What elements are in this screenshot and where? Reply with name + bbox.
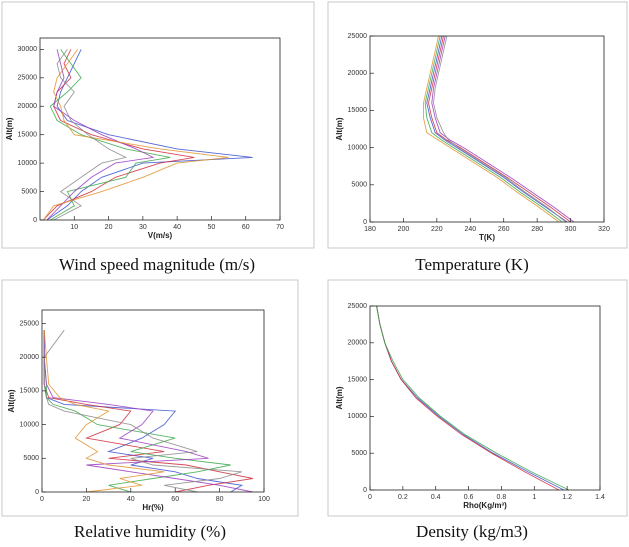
x-tick-label: 200 bbox=[398, 226, 410, 233]
x-tick-label: 60 bbox=[242, 224, 250, 231]
x-axis-label: Hr(%) bbox=[142, 503, 164, 512]
y-axis-label: Alt(m) bbox=[335, 386, 344, 409]
x-tick-label: 20 bbox=[83, 496, 91, 503]
y-tick-label: 5000 bbox=[351, 182, 367, 189]
panel-frame bbox=[327, 1, 628, 249]
caption: Temperature (K) bbox=[415, 255, 529, 274]
profile-line bbox=[431, 35, 575, 223]
x-tick-label: 240 bbox=[464, 226, 476, 233]
y-tick-label: 0 bbox=[33, 217, 37, 224]
y-tick-label: 0 bbox=[363, 487, 367, 494]
x-tick-label: 0 bbox=[368, 494, 372, 501]
y-tick-label: 5000 bbox=[23, 455, 39, 462]
panel-frame bbox=[327, 279, 628, 517]
profile-line bbox=[376, 305, 560, 491]
x-tick-label: 1 bbox=[532, 494, 536, 501]
y-tick-label: 10000 bbox=[20, 421, 40, 428]
x-tick-label: 220 bbox=[431, 226, 443, 233]
y-tick-label: 10000 bbox=[348, 413, 368, 420]
x-axis-label: T(K) bbox=[479, 233, 495, 242]
profile-line bbox=[43, 330, 253, 493]
x-tick-label: 300 bbox=[565, 226, 577, 233]
profile-line bbox=[376, 305, 569, 491]
y-tick-label: 25000 bbox=[18, 75, 38, 82]
profile-line bbox=[424, 35, 563, 223]
x-axis-label: Rho(Kg/m³) bbox=[463, 501, 507, 510]
x-tick-label: 0.8 bbox=[497, 494, 507, 501]
panel-frame bbox=[1, 1, 315, 249]
plot-frame bbox=[369, 35, 605, 223]
x-tick-label: 70 bbox=[276, 224, 284, 231]
y-tick-label: 5000 bbox=[351, 450, 367, 457]
y-tick-label: 25000 bbox=[348, 33, 368, 40]
x-tick-label: 100 bbox=[258, 496, 270, 503]
y-axis-label: Alt(m) bbox=[7, 389, 16, 412]
x-tick-label: 180 bbox=[364, 226, 376, 233]
y-tick-label: 25000 bbox=[20, 320, 40, 327]
profile-line bbox=[46, 49, 253, 221]
x-tick-label: 60 bbox=[171, 496, 179, 503]
profile-line bbox=[376, 305, 565, 491]
y-tick-label: 20000 bbox=[348, 70, 368, 77]
profile-line bbox=[428, 35, 571, 223]
profile-line bbox=[43, 49, 195, 221]
y-tick-label: 15000 bbox=[348, 107, 368, 114]
x-tick-label: 0 bbox=[40, 496, 44, 503]
x-tick-label: 0.4 bbox=[431, 494, 441, 501]
y-tick-label: 10000 bbox=[348, 144, 368, 151]
profile-line bbox=[433, 35, 566, 223]
profile-line bbox=[43, 330, 253, 493]
caption: Density (kg/m3) bbox=[416, 522, 528, 541]
profile-line bbox=[43, 330, 231, 493]
caption: Wind speed magnitude (m/s) bbox=[59, 255, 255, 274]
y-tick-label: 20000 bbox=[348, 340, 368, 347]
y-tick-label: 15000 bbox=[348, 376, 368, 383]
x-tick-label: 40 bbox=[127, 496, 135, 503]
y-tick-label: 30000 bbox=[18, 46, 38, 53]
x-tick-label: 0.2 bbox=[398, 494, 408, 501]
profile-line bbox=[43, 49, 229, 221]
y-tick-label: 10000 bbox=[18, 160, 38, 167]
profile-line bbox=[46, 49, 155, 221]
y-tick-label: 0 bbox=[363, 219, 367, 226]
x-tick-label: 20 bbox=[105, 224, 113, 231]
plot-frame bbox=[41, 309, 265, 493]
plot-frame bbox=[39, 37, 281, 221]
x-tick-label: 320 bbox=[598, 226, 610, 233]
profile-line bbox=[426, 35, 568, 223]
y-tick-label: 25000 bbox=[348, 303, 368, 310]
y-tick-label: 20000 bbox=[18, 103, 38, 110]
caption: Relative humidity (%) bbox=[74, 522, 226, 541]
x-tick-label: 30 bbox=[139, 224, 147, 231]
y-axis-label: Alt(m) bbox=[335, 117, 344, 140]
profile-line bbox=[43, 330, 165, 493]
x-axis-label: V(m/s) bbox=[148, 231, 173, 240]
x-tick-label: 1.4 bbox=[595, 494, 605, 501]
x-tick-label: 40 bbox=[173, 224, 181, 231]
y-tick-label: 15000 bbox=[20, 388, 40, 395]
panel-frame bbox=[1, 279, 299, 517]
y-tick-label: 0 bbox=[35, 489, 39, 496]
x-tick-label: 0.6 bbox=[464, 494, 474, 501]
x-tick-label: 50 bbox=[208, 224, 216, 231]
y-tick-label: 15000 bbox=[18, 132, 38, 139]
x-tick-label: 80 bbox=[216, 496, 224, 503]
profile-line bbox=[423, 35, 560, 223]
y-tick-label: 5000 bbox=[21, 188, 37, 195]
y-tick-label: 20000 bbox=[20, 354, 40, 361]
x-tick-label: 1.2 bbox=[562, 494, 572, 501]
x-tick-label: 280 bbox=[531, 226, 543, 233]
y-axis-label: Alt(m) bbox=[5, 117, 14, 140]
plot-frame bbox=[369, 305, 601, 491]
profile-line bbox=[53, 49, 128, 221]
x-tick-label: 10 bbox=[70, 224, 78, 231]
profile-line bbox=[43, 329, 242, 493]
x-tick-label: 260 bbox=[498, 226, 510, 233]
